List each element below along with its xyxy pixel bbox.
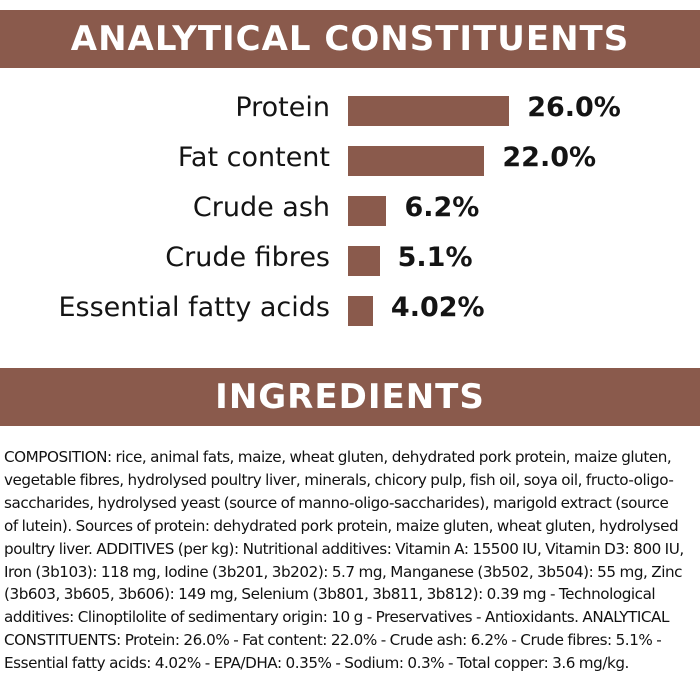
chart-category-label: Crude fibres [165,242,330,273]
chart-category-label: Protein [235,92,330,123]
chart-row: Fat content 22.0% [0,134,700,184]
composition-line: additives: Clinoptilolite of sedimentary… [4,608,669,627]
chart-bar [348,96,510,126]
chart-category-label: Fat content [177,142,330,173]
composition-line: Essential fatty acids: 4.02% - EPA/DHA: … [4,654,629,673]
chart-row: Protein 26.0% [0,84,700,134]
analytical-constituents-title: ANALYTICAL CONSTITUENTS [70,19,630,59]
chart-bar [348,146,485,176]
chart-category-label: Crude ash [192,192,330,223]
chart-row: Essential fatty acids 4.02% [0,284,700,334]
composition-line: CONSTITUENTS: Protein: 26.0% - Fat conte… [4,631,662,650]
composition-line: (3b603, 3b605, 3b606): 149 mg, Selenium … [4,585,656,604]
ingredients-banner: INGREDIENTS [0,368,700,426]
composition-line: saccharides, hydrolysed yeast (source of… [4,493,669,512]
chart-value-label: 22.0% [502,142,597,173]
composition-line: Iron (3b103): 118 mg, Iodine (3b201, 3b2… [4,562,683,581]
chart-value-label: 6.2% [404,192,480,223]
chart-row: Crude ash 6.2% [0,184,700,234]
composition-line: COMPOSITION: rice, animal fats, maize, w… [4,448,672,466]
analytical-constituents-banner: ANALYTICAL CONSTITUENTS [0,10,700,68]
composition-line: poultry liver. ADDITIVES (per kg): Nutri… [4,539,684,558]
chart-value-label: 26.0% [527,92,621,123]
composition-line: of lutein). Sources of protein: dehydrat… [4,516,679,535]
chart-bar [348,196,387,226]
chart-value-label: 4.02% [390,292,485,323]
ingredients-title: INGREDIENTS [215,377,485,417]
composition-line: vegetable fibres, hydrolysed poultry liv… [4,470,674,489]
chart-bar [348,246,380,276]
chart-bar [348,296,373,326]
chart-category-label: Essential fatty acids [58,292,330,323]
chart-value-label: 5.1% [397,242,473,273]
composition-text: COMPOSITION: rice, animal fats, maize, w… [4,446,696,675]
analytical-constituents-chart: Protein 26.0% Fat content 22.0% Crude ash 6.2… [0,84,700,344]
chart-row: Crude fibres 5.1% [0,234,700,284]
